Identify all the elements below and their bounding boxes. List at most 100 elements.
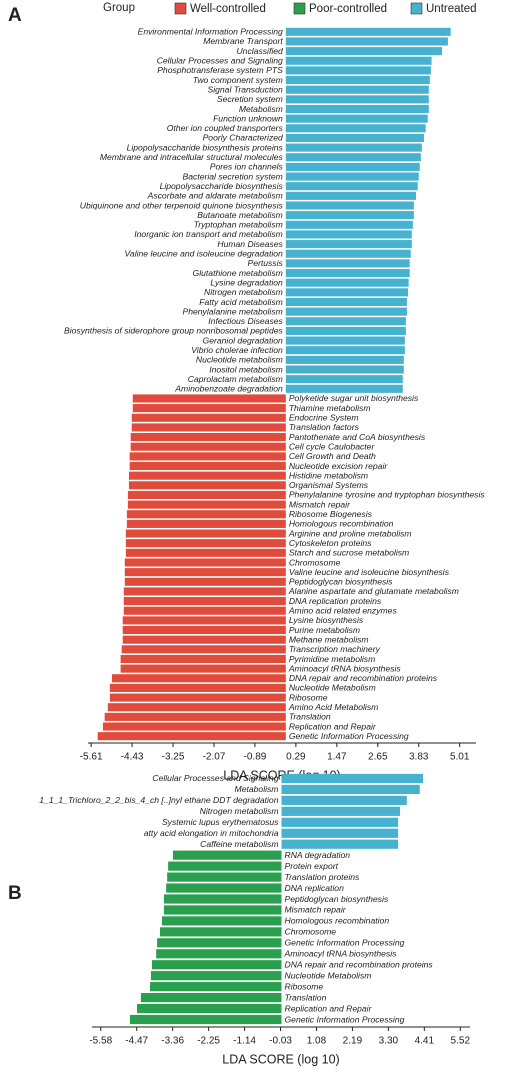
bar: [130, 442, 286, 451]
bar: [120, 664, 286, 673]
category-label: Pyrimidine metabolism: [289, 654, 375, 664]
category-label: Starch and sucrose metabolism: [289, 548, 409, 558]
bar: [163, 905, 282, 915]
bar: [285, 114, 428, 123]
bar: [285, 66, 431, 75]
bar: [128, 481, 286, 490]
bar: [107, 703, 286, 712]
bar: [285, 346, 405, 355]
bar: [109, 693, 286, 702]
category-label: Vibrio cholerae infection: [191, 345, 283, 355]
category-label: Nucleotide metabolism: [196, 355, 283, 365]
category-label: Pertussis: [247, 258, 283, 268]
category-label: Ribosome: [289, 692, 328, 702]
bar: [125, 548, 286, 557]
bar: [285, 27, 451, 36]
category-label: DNA repair and recombination proteins: [289, 673, 438, 683]
bar: [120, 654, 286, 664]
bar: [172, 850, 282, 860]
bar: [111, 674, 286, 683]
category-label: Protein export: [284, 861, 338, 871]
category-label: Function unknown: [213, 113, 283, 123]
category-label: Nucleotide excision repair: [289, 461, 389, 471]
bar: [122, 625, 286, 635]
category-label: Phosphotransferase system PTS: [157, 65, 283, 75]
bar: [125, 529, 286, 538]
category-label: 1_1_1_Trichloro_2_2_bis_4_ch [..]nyl eth…: [39, 795, 278, 805]
category-label: Poorly Characterized: [203, 133, 283, 143]
bar: [123, 606, 286, 615]
bar: [285, 355, 404, 364]
legend-swatch: [410, 2, 423, 15]
category-label: Polyketide sugar unit biosynthesis: [289, 393, 419, 403]
bar: [285, 201, 414, 210]
bar: [125, 539, 286, 548]
category-label: Aminobenzoate degradation: [174, 384, 283, 394]
bar: [285, 249, 411, 258]
legend-label: Poor-controlled: [309, 3, 387, 15]
bar: [157, 938, 282, 948]
category-label: Homologous recombination: [284, 916, 389, 926]
x-tick-label: -5.61: [80, 752, 103, 763]
category-label: Replication and Repair: [289, 721, 377, 731]
bar: [281, 795, 407, 805]
category-label: DNA replication proteins: [289, 596, 382, 606]
bar: [285, 288, 408, 297]
category-label: Pantothenate and CoA biosynthesis: [289, 432, 426, 442]
category-label: Bacterial secretion system: [183, 171, 283, 181]
x-tick-label: -0.89: [244, 752, 267, 763]
bar: [281, 828, 399, 838]
x-tick-label: 5.01: [450, 752, 470, 763]
category-label: Signal Transduction: [207, 84, 283, 94]
category-label: Membrane Transport: [203, 36, 283, 46]
category-label: Purine metabolism: [289, 625, 360, 635]
bar: [124, 558, 286, 567]
bar: [285, 365, 404, 374]
bar: [285, 278, 409, 287]
category-label: Chromosome: [289, 557, 341, 567]
bar: [131, 413, 286, 422]
category-label: Infectious Diseases: [208, 316, 283, 326]
category-label: Ubiquinone and other terpenoid quinone b…: [80, 200, 284, 210]
category-label: Thiamine metabolism: [289, 403, 371, 413]
category-label: Amino acid related enzymes: [288, 606, 398, 616]
category-label: Valine leucine and isoleucine degradatio…: [125, 249, 284, 259]
bar: [124, 577, 286, 586]
legend-title: Group: [103, 2, 135, 14]
x-tick-label: 5.52: [451, 1036, 471, 1047]
bar: [285, 211, 414, 220]
bar: [285, 133, 424, 143]
category-label: Endocrine System: [289, 413, 359, 423]
bar: [122, 635, 286, 644]
category-label: Mismatch repair: [289, 499, 351, 509]
x-tick-label: -1.14: [233, 1036, 256, 1047]
x-tick-label: -2.07: [203, 752, 226, 763]
bar: [285, 375, 403, 384]
category-label: DNA repair and recombination proteins: [284, 960, 433, 970]
bar: [104, 712, 286, 721]
category-label: atty acid elongation in mitochondria: [144, 828, 279, 838]
category-label: Ribosome Biogenesis: [289, 509, 373, 519]
category-label: Genetic Information Processing: [284, 938, 404, 948]
x-tick-label: 4.41: [415, 1036, 435, 1047]
bar: [150, 971, 282, 981]
x-axis-title: LDA SCORE (log 10): [222, 1052, 339, 1066]
bar: [281, 839, 399, 849]
bar: [127, 490, 286, 500]
category-label: Other ion coupled transporters: [167, 123, 284, 133]
x-tick-label: -4.47: [125, 1036, 148, 1047]
category-label: Alanine aspartate and glutamate metaboli…: [288, 586, 459, 596]
x-tick-label: -4.43: [121, 752, 144, 763]
bar: [285, 326, 406, 335]
category-label: Methane metabolism: [289, 634, 369, 644]
bar: [126, 510, 286, 519]
category-label: Ribosome: [284, 981, 323, 991]
bar: [285, 240, 412, 249]
bar: [123, 587, 286, 596]
category-label: Glutathione metabolism: [193, 268, 283, 278]
bar: [130, 433, 286, 442]
category-label: Aminoacyl tRNA biosynthesis: [288, 663, 402, 673]
category-label: Mismatch repair: [284, 905, 346, 915]
